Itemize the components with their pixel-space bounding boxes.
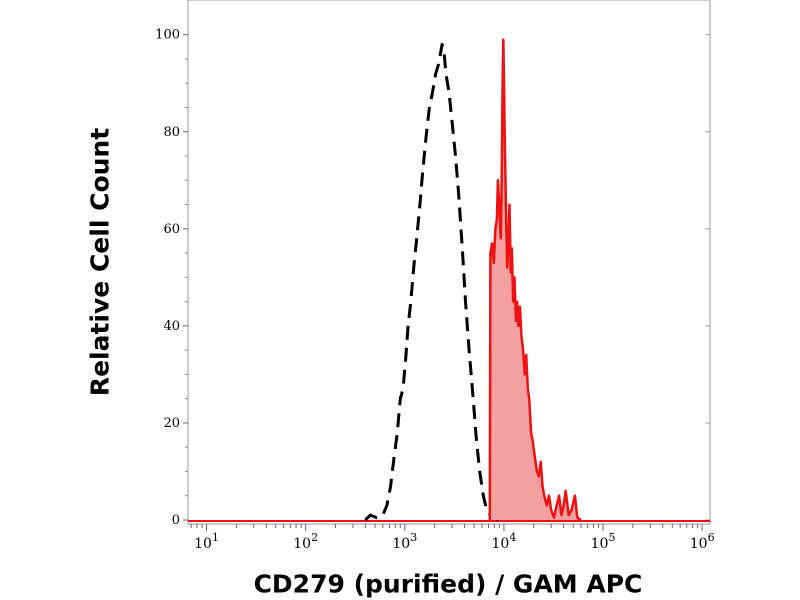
x-tick-label: 104 [491, 531, 516, 552]
plot-frame [187, 0, 711, 525]
y-tick-label: 80 [163, 125, 180, 140]
series-1-area [489, 39, 581, 520]
series-1-line [488, 38, 582, 522]
x-tick-label: 105 [591, 531, 616, 552]
x-axis-label: CD279 (purified) / GAM APC [253, 569, 643, 599]
x-tick-label: 101 [194, 531, 219, 552]
x-tick-label: 102 [293, 531, 318, 552]
histogram-series [188, 38, 710, 522]
y-tick-label: 60 [163, 222, 180, 237]
x-tick-label: 103 [392, 531, 417, 552]
y-tick-label: 100 [155, 28, 180, 43]
y-axis-label: Relative Cell Count [85, 127, 115, 397]
y-axis-ticks: 0 20 40 60 80 100 [155, 28, 710, 528]
series-0-line [364, 42, 500, 522]
x-axis-ticks: 101 102 103 104 105 106 [190, 524, 715, 552]
y-tick-label: 0 [172, 513, 180, 528]
y-tick-label: 40 [163, 319, 180, 334]
y-tick-label: 20 [163, 416, 180, 431]
x-tick-label: 106 [690, 531, 715, 552]
